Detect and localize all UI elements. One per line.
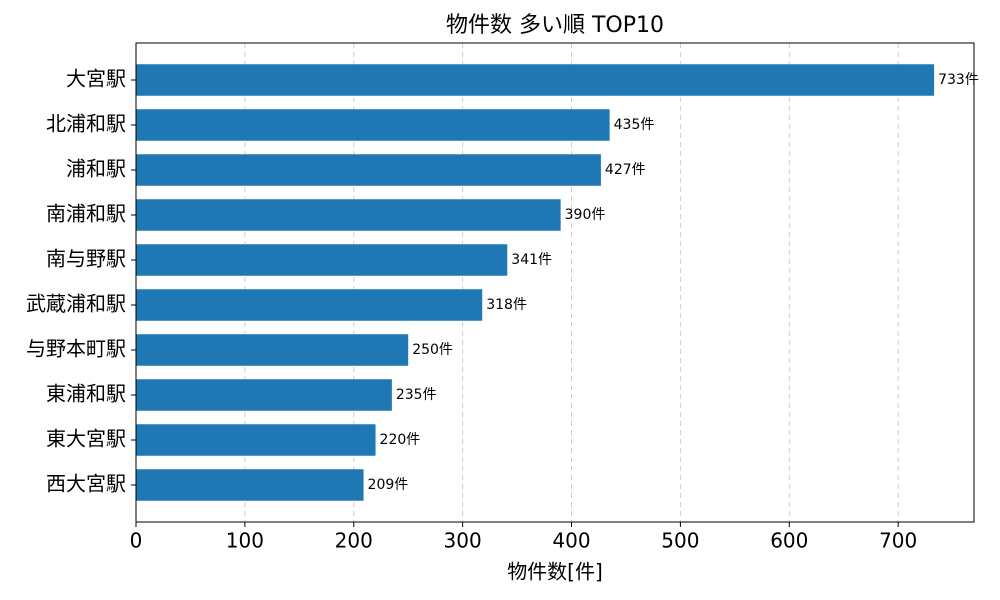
- y-tick-label: 大宮駅: [66, 66, 126, 90]
- y-tick-label: 西大宮駅: [46, 472, 126, 496]
- bar: [136, 469, 364, 501]
- chart-title: 物件数 多い順 TOP10: [446, 13, 664, 38]
- y-tick-label: 与野本町駅: [26, 337, 126, 361]
- bar: [136, 424, 376, 456]
- y-tick-label: 南与野駅: [46, 246, 126, 270]
- y-tick-label: 東浦和駅: [46, 382, 126, 406]
- x-tick-label: 100: [226, 529, 264, 553]
- x-tick-label: 500: [661, 529, 699, 553]
- bar: [136, 64, 935, 96]
- x-tick-label: 700: [879, 529, 917, 553]
- value-label: 341件: [511, 252, 552, 268]
- y-tick-label: 武蔵浦和駅: [26, 292, 126, 316]
- bar: [136, 154, 601, 186]
- value-label: 250件: [412, 342, 453, 358]
- plot-frame: [135, 42, 975, 523]
- y-tick-label: 南浦和駅: [46, 201, 126, 225]
- value-label: 427件: [605, 162, 646, 178]
- y-tick-label: 東大宮駅: [46, 427, 126, 451]
- bar: [136, 199, 561, 231]
- x-tick-label: 600: [770, 529, 808, 553]
- value-label: 390件: [565, 207, 606, 223]
- bar: [136, 379, 392, 411]
- bar: [136, 289, 483, 321]
- x-tick-label: 0: [130, 529, 143, 553]
- value-label: 318件: [486, 297, 527, 313]
- bar: [136, 244, 508, 276]
- y-tick-label: 北浦和駅: [46, 111, 126, 135]
- value-label: 733件: [938, 72, 979, 88]
- x-tick-label: 400: [552, 529, 590, 553]
- value-label: 435件: [614, 117, 655, 133]
- x-tick-label: 300: [444, 529, 482, 553]
- x-axis-label: 物件数[件]: [507, 560, 603, 584]
- bar: [136, 334, 409, 366]
- value-label: 220件: [380, 432, 421, 448]
- x-tick-label: 200: [335, 529, 373, 553]
- y-tick-label: 浦和駅: [66, 156, 126, 180]
- bar: [136, 109, 610, 141]
- value-label: 235件: [396, 387, 437, 403]
- value-label: 209件: [368, 477, 409, 493]
